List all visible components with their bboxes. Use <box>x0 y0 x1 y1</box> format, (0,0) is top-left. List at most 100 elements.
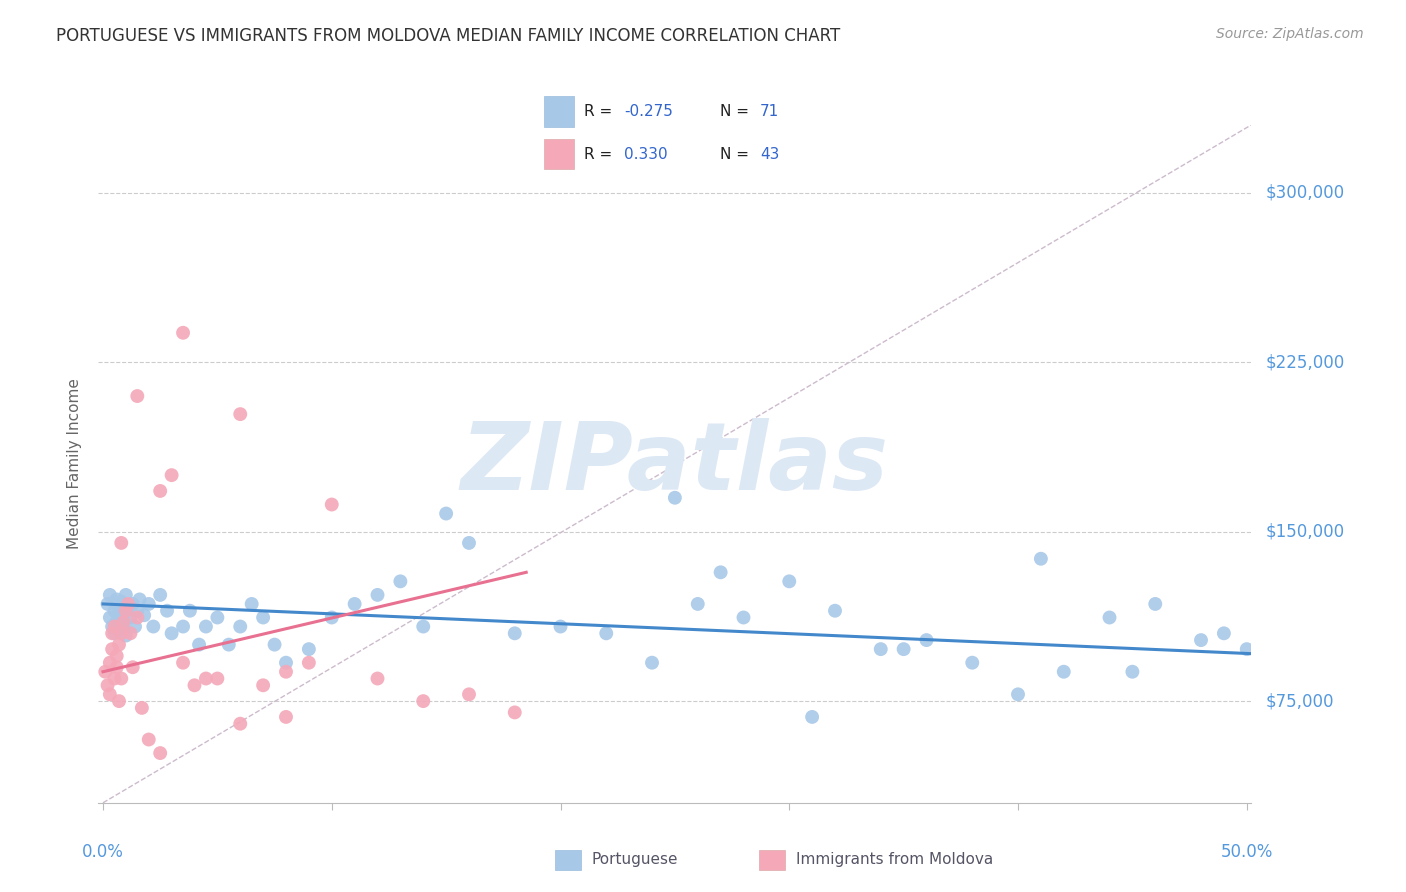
Point <box>172 326 194 340</box>
Point <box>962 656 984 670</box>
Point <box>124 619 146 633</box>
Text: Portuguese: Portuguese <box>592 853 679 867</box>
Point <box>149 746 172 760</box>
Point <box>218 638 240 652</box>
Point <box>110 536 132 550</box>
Point <box>115 588 138 602</box>
Point <box>120 626 142 640</box>
Text: R =: R = <box>583 147 617 161</box>
Point <box>172 656 194 670</box>
Point <box>127 389 149 403</box>
Bar <box>544 96 575 127</box>
Point <box>194 619 217 633</box>
Y-axis label: Median Family Income: Median Family Income <box>67 378 83 549</box>
Point <box>110 608 132 623</box>
Point <box>194 672 217 686</box>
Text: $300,000: $300,000 <box>1265 184 1344 202</box>
Point <box>160 468 183 483</box>
Point <box>733 610 755 624</box>
Point <box>321 610 343 624</box>
Point <box>112 622 135 636</box>
Point <box>298 656 321 670</box>
Point <box>366 588 388 602</box>
Point <box>103 619 125 633</box>
Point <box>801 710 824 724</box>
Point <box>188 638 211 652</box>
Point <box>207 610 229 624</box>
Point <box>98 656 121 670</box>
Point <box>550 619 572 633</box>
Point <box>915 633 938 648</box>
Text: PORTUGUESE VS IMMIGRANTS FROM MOLDOVA MEDIAN FAMILY INCOME CORRELATION CHART: PORTUGUESE VS IMMIGRANTS FROM MOLDOVA ME… <box>56 27 841 45</box>
Point <box>503 706 526 720</box>
Bar <box>544 139 575 169</box>
Point <box>108 601 131 615</box>
Point <box>97 597 120 611</box>
Point <box>103 672 125 686</box>
Point <box>127 604 149 618</box>
Point <box>274 665 297 679</box>
Point <box>1098 610 1121 624</box>
Point <box>134 608 156 623</box>
Point <box>869 642 891 657</box>
Point <box>412 694 434 708</box>
Point <box>298 642 321 657</box>
Point <box>138 732 160 747</box>
Point <box>105 592 128 607</box>
Point <box>321 498 343 512</box>
Point <box>121 597 143 611</box>
Point <box>110 672 132 686</box>
Point <box>366 672 388 686</box>
Text: ZIPatlas: ZIPatlas <box>461 417 889 510</box>
Text: 50.0%: 50.0% <box>1220 844 1272 862</box>
Text: Immigrants from Moldova: Immigrants from Moldova <box>796 853 993 867</box>
Point <box>434 507 457 521</box>
Point <box>105 648 128 663</box>
Text: 43: 43 <box>761 147 779 161</box>
Point <box>595 626 617 640</box>
Point <box>263 638 285 652</box>
Point <box>110 626 132 640</box>
Point <box>103 604 125 618</box>
Point <box>710 566 733 580</box>
Text: R =: R = <box>583 104 617 119</box>
Point <box>112 613 135 627</box>
Point <box>131 701 153 715</box>
Point <box>252 678 274 692</box>
Point <box>156 604 179 618</box>
Point <box>274 710 297 724</box>
Point <box>1236 642 1258 657</box>
Text: 71: 71 <box>761 104 779 119</box>
Text: 0.0%: 0.0% <box>82 844 124 862</box>
Text: 0.330: 0.330 <box>624 147 668 161</box>
Point <box>641 656 664 670</box>
Point <box>893 642 915 657</box>
Point <box>389 574 412 589</box>
Point <box>1212 626 1234 640</box>
Point <box>94 665 117 679</box>
Point <box>149 483 172 498</box>
Point <box>229 619 252 633</box>
Point <box>183 678 205 692</box>
Point <box>229 407 252 421</box>
Point <box>117 601 139 615</box>
Point <box>1007 687 1029 701</box>
Point <box>458 687 481 701</box>
Point <box>105 615 128 629</box>
Point <box>252 610 274 624</box>
Point <box>179 604 201 618</box>
Point <box>138 597 160 611</box>
Point <box>110 595 132 609</box>
Text: $150,000: $150,000 <box>1265 523 1344 541</box>
Point <box>127 610 149 624</box>
Point <box>97 678 120 692</box>
Point <box>160 626 183 640</box>
Point <box>207 672 229 686</box>
Text: Source: ZipAtlas.com: Source: ZipAtlas.com <box>1216 27 1364 41</box>
Point <box>98 687 121 701</box>
Point <box>778 574 800 589</box>
Text: $225,000: $225,000 <box>1265 353 1344 371</box>
Point <box>664 491 686 505</box>
Point <box>274 656 297 670</box>
Point <box>98 588 121 602</box>
